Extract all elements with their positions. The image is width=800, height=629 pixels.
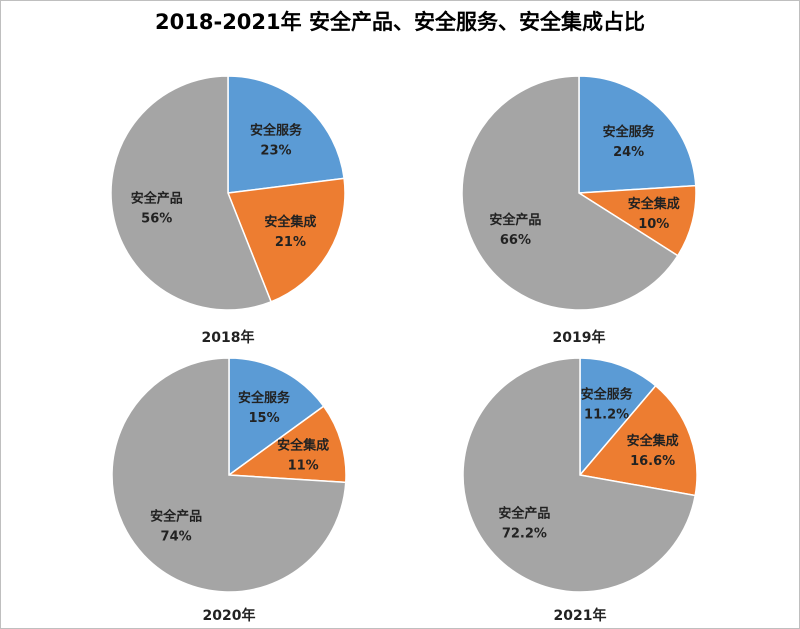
pie-slice-integration [226,177,346,303]
pie-year-title: 2021年 [554,607,607,624]
pie-slice-service [579,357,657,478]
slice-category-label: 安全服务 [250,123,303,139]
slice-percent-label: 24% [613,145,644,160]
pie-slice-integration [226,405,347,484]
slice-percent-label: 23% [260,144,291,159]
pie-slice-product [461,75,679,311]
slice-percent-label: 66% [500,233,531,248]
pie-chart-2: 安全服务 15% 安全集成 11% 安全产品 74% 2020年 [111,357,347,624]
slice-category-label: 安全集成 [277,437,329,453]
slice-category-label: 安全集成 [627,433,679,449]
slice-category-label: 安全产品 [489,212,541,228]
slice-percent-label: 11% [288,458,319,473]
slice-percent-label: 15% [248,411,279,426]
pie-slice-service [578,75,697,194]
slice-category-label: 安全集成 [628,196,680,212]
pie-chart-0: 安全服务 23% 安全集成 21% 安全产品 56% 2018年 [110,75,346,346]
chart-title: 2018-2021年 安全产品、安全服务、安全集成占比 [155,10,645,34]
slice-category-label: 安全产品 [498,506,550,522]
slice-percent-label: 21% [275,235,306,250]
slice-category-label: 安全产品 [131,191,183,207]
slice-percent-label: 10% [638,217,669,232]
slice-category-label: 安全服务 [603,124,656,140]
pie-year-title: 2019年 [553,329,606,346]
pie-slice-product [462,357,697,593]
slice-percent-label: 74% [161,530,192,545]
pie-chart-3: 安全服务 11.2% 安全集成 16.6% 安全产品 72.2% 2021年 [462,357,698,624]
slice-category-label: 安全服务 [238,390,291,406]
pie-slice-integration [576,184,697,257]
pie-chart-1: 安全服务 24% 安全集成 10% 安全产品 66% 2019年 [461,75,697,346]
slice-percent-label: 72.2% [502,527,547,542]
pie-slice-product [111,357,347,593]
slice-percent-label: 16.6% [630,454,675,469]
pie-slice-service [227,75,345,194]
pie-slice-integration [578,384,698,497]
slice-category-label: 安全集成 [264,214,316,230]
slice-percent-label: 11.2% [584,408,629,423]
slice-category-label: 安全服务 [581,387,634,403]
pie-slice-product [110,75,273,311]
pie-slice-service [228,357,325,477]
pie-year-title: 2020年 [203,607,256,624]
slice-category-label: 安全产品 [150,509,202,525]
slice-percent-label: 56% [141,212,172,227]
pie-year-title: 2018年 [202,329,255,346]
